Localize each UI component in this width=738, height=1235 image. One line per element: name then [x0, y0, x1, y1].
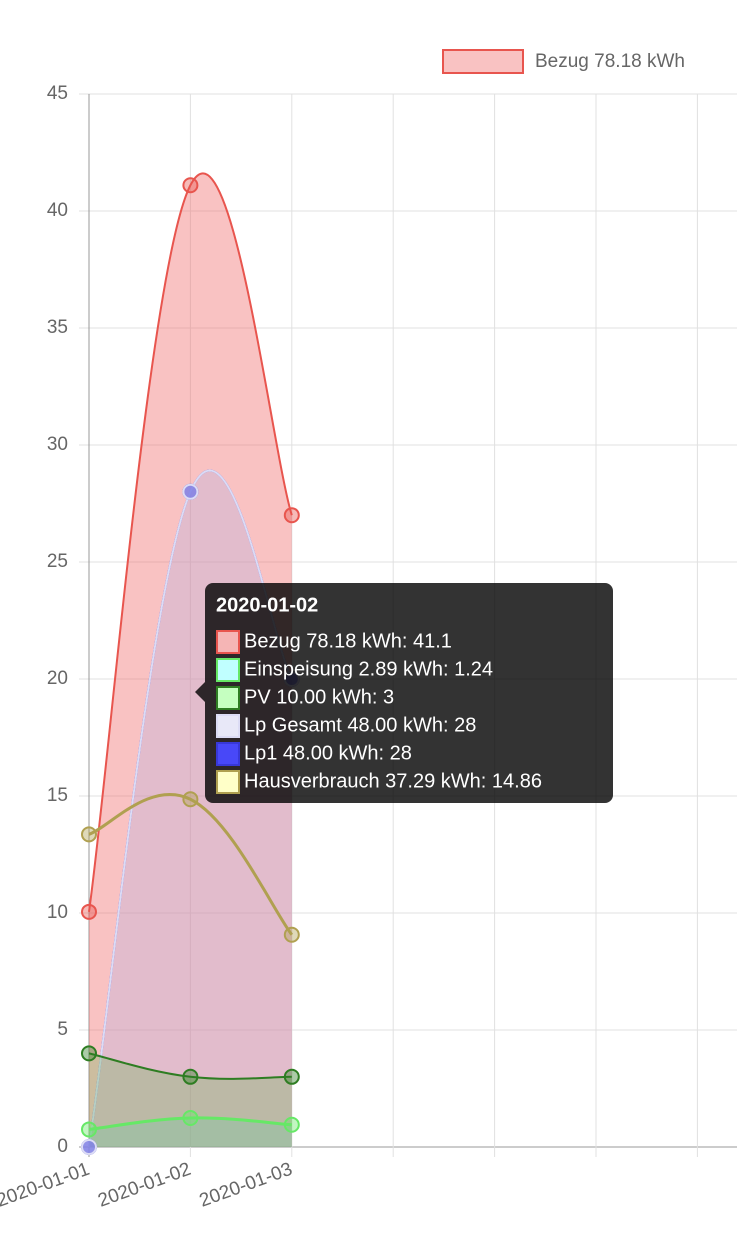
tooltip-item: Bezug 78.18 kWh: 41.1 — [244, 630, 452, 652]
legend-swatch — [442, 49, 524, 74]
y-tick-label: 40 — [47, 200, 68, 221]
tooltip-item: Lp1 48.00 kWh: 28 — [244, 742, 412, 764]
point — [283, 1116, 300, 1133]
tooltip: 2020-01-02 Bezug 78.18 kWh: 41.1 Einspeisu… — [195, 583, 613, 803]
point — [81, 903, 97, 920]
area — [89, 1117, 292, 1147]
x-tick-label: 2020-01-01 — [0, 1159, 92, 1212]
point — [81, 1045, 97, 1062]
tooltip-item: PV 10.00 kWh: 3 — [244, 686, 394, 708]
point — [81, 826, 97, 843]
tooltip-swatch — [216, 770, 240, 794]
line — [88, 1116, 292, 1131]
point — [283, 507, 300, 524]
y-tick-label: 20 — [47, 668, 68, 689]
point — [283, 1068, 300, 1085]
tooltip-swatch — [216, 714, 240, 738]
legend-label: Bezug 78.18 kWh — [535, 51, 685, 72]
tooltip-caret — [195, 682, 205, 702]
tooltip-title: 2020-01-02 — [216, 594, 318, 616]
tooltip-swatch — [216, 742, 240, 766]
tooltip-box — [205, 583, 613, 803]
point — [283, 926, 300, 943]
line — [88, 172, 293, 912]
y-tick-label: 35 — [47, 317, 68, 338]
point — [81, 1139, 97, 1155]
point — [182, 1109, 199, 1126]
y-tick-label: 5 — [57, 1019, 68, 1040]
point — [182, 791, 199, 808]
tooltip-swatch — [216, 686, 240, 710]
line — [88, 792, 294, 936]
point — [182, 1068, 199, 1085]
point — [182, 177, 199, 194]
tooltip-item: Lp Gesamt 48.00 kWh: 28 — [244, 714, 476, 736]
point — [182, 483, 199, 500]
line — [88, 469, 293, 1148]
tooltip-item: Hausverbrauch 37.29 kWh: 14.86 — [244, 770, 542, 792]
area — [89, 173, 292, 1148]
tooltip-item: Einspeisung 2.89 kWh: 1.24 — [244, 658, 493, 680]
y-tick-label: 25 — [47, 551, 68, 572]
y-tick-label: 10 — [47, 902, 68, 923]
y-tick-label: 45 — [47, 83, 68, 104]
line — [88, 1052, 292, 1080]
y-tick-label: 0 — [57, 1136, 68, 1157]
y-tick-label: 30 — [47, 434, 68, 455]
tooltip-swatch — [216, 630, 240, 654]
point — [81, 1121, 97, 1138]
tooltip-swatch — [216, 658, 240, 682]
x-tick-label: 2020-01-03 — [197, 1159, 296, 1212]
y-tick-label: 15 — [47, 785, 68, 806]
x-tick-label: 2020-01-02 — [95, 1159, 194, 1212]
